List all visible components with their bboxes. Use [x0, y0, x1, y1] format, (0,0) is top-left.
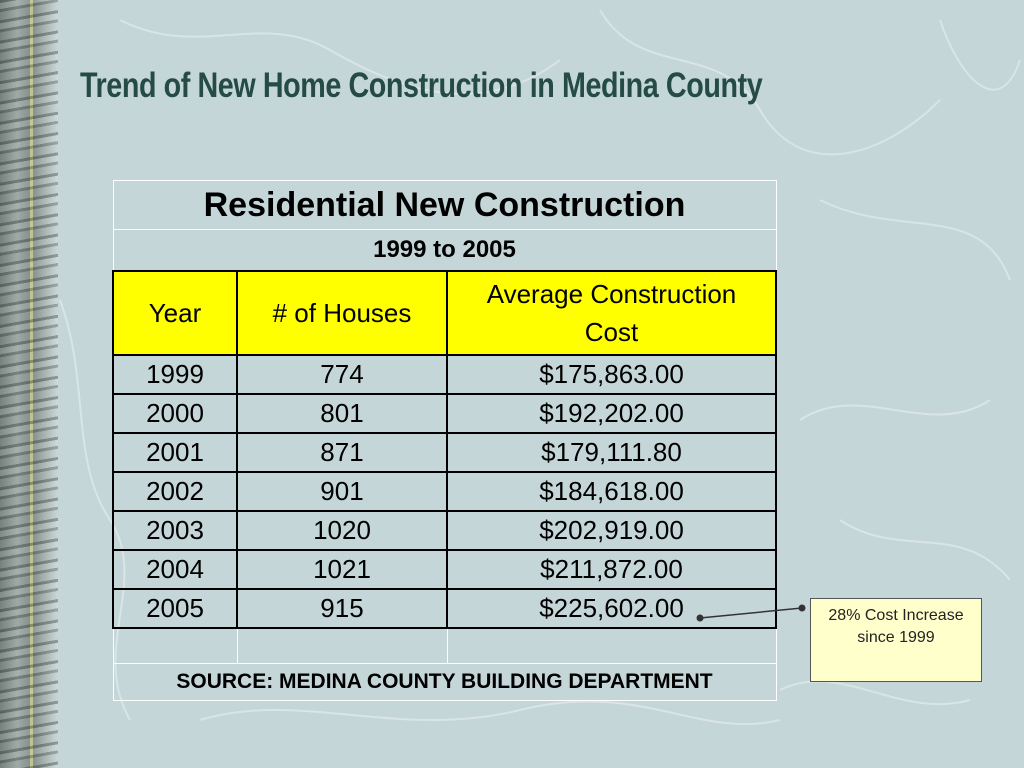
cell-cost: $202,919.00	[446, 510, 777, 551]
cell-year: 1999	[112, 354, 238, 395]
table-row: 2004 1021 $211,872.00	[112, 549, 777, 590]
map-decoration-strip	[0, 0, 58, 768]
table-title: Residential New Construction	[112, 180, 777, 230]
cost-increase-callout: 28% Cost Increase since 1999	[810, 598, 982, 682]
cell-year: 2004	[112, 549, 238, 590]
header-average-cost-label: Average Construction Cost	[486, 279, 737, 347]
cell-year: 2002	[112, 471, 238, 512]
table-title-row: Residential New Construction	[112, 180, 777, 230]
table-subtitle-row: 1999 to 2005	[112, 229, 777, 272]
table-row: 2001 871 $179,111.80	[112, 432, 777, 473]
empty-cell	[112, 627, 238, 664]
construction-table: Residential New Construction 1999 to 200…	[112, 180, 777, 701]
empty-cell	[236, 627, 448, 664]
table-empty-row	[112, 627, 777, 664]
cell-houses: 774	[236, 354, 448, 395]
header-houses: # of Houses	[236, 270, 448, 356]
table-row: 2002 901 $184,618.00	[112, 471, 777, 512]
slide-title: Trend of New Home Construction in Medina…	[80, 66, 763, 105]
cell-cost: $211,872.00	[446, 549, 777, 590]
table-row: 2003 1020 $202,919.00	[112, 510, 777, 551]
cell-houses: 915	[236, 588, 448, 629]
cell-cost: $175,863.00	[446, 354, 777, 395]
table-row: 2000 801 $192,202.00	[112, 393, 777, 434]
cell-year: 2000	[112, 393, 238, 434]
header-average-cost: Average Construction Cost	[446, 270, 777, 356]
cell-houses: 1021	[236, 549, 448, 590]
cell-houses: 901	[236, 471, 448, 512]
table-header-row: Year # of Houses Average Construction Co…	[112, 270, 777, 356]
cell-houses: 1020	[236, 510, 448, 551]
cell-cost: $179,111.80	[446, 432, 777, 473]
header-year: Year	[112, 270, 238, 356]
source-note: SOURCE: MEDINA COUNTY BUILDING DEPARTMEN…	[112, 663, 777, 701]
map-road-line	[30, 0, 33, 768]
table-row: 2005 915 $225,602.00	[112, 588, 777, 629]
cell-houses: 801	[236, 393, 448, 434]
cell-year: 2005	[112, 588, 238, 629]
table-row: 1999 774 $175,863.00	[112, 354, 777, 395]
table-source-row: SOURCE: MEDINA COUNTY BUILDING DEPARTMEN…	[112, 663, 777, 701]
cell-houses: 871	[236, 432, 448, 473]
cell-cost: $192,202.00	[446, 393, 777, 434]
cell-year: 2001	[112, 432, 238, 473]
cell-cost: $225,602.00	[446, 588, 777, 629]
table-subtitle: 1999 to 2005	[112, 229, 777, 272]
cell-year: 2003	[112, 510, 238, 551]
cell-cost: $184,618.00	[446, 471, 777, 512]
empty-cell	[446, 627, 777, 664]
